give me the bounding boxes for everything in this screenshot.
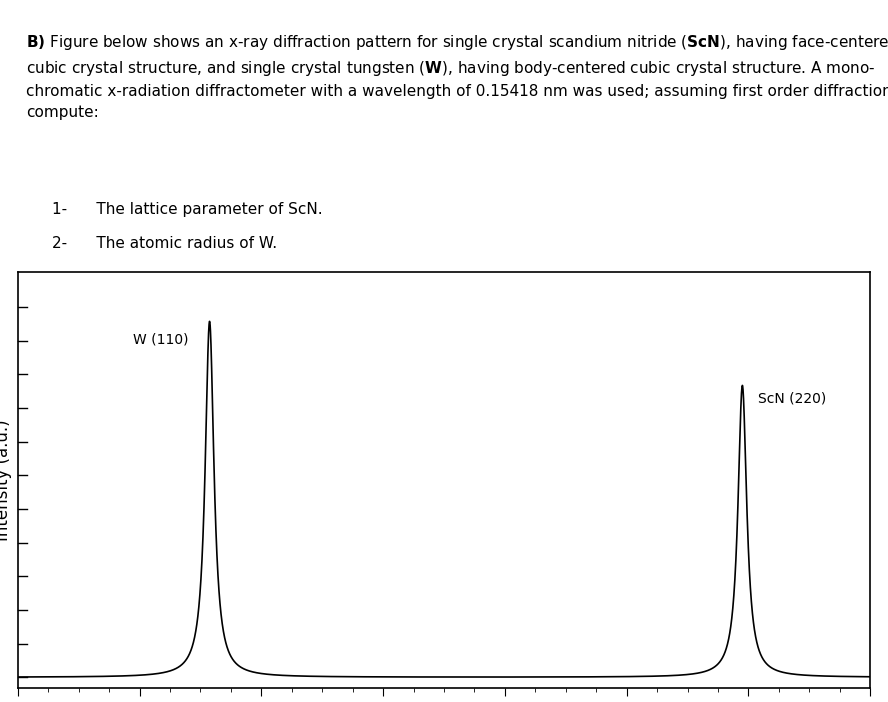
Text: $\bf{B)}$ Figure below shows an x-ray diffraction pattern for single crystal sca: $\bf{B)}$ Figure below shows an x-ray di… — [27, 33, 888, 120]
Text: 1-      The lattice parameter of ScN.: 1- The lattice parameter of ScN. — [52, 202, 322, 217]
Text: 2-      The atomic radius of W.: 2- The atomic radius of W. — [52, 236, 277, 251]
Text: W (110): W (110) — [133, 332, 189, 346]
Y-axis label: Intensity (a.u.): Intensity (a.u.) — [0, 419, 12, 541]
Text: ScN (220): ScN (220) — [757, 392, 826, 406]
